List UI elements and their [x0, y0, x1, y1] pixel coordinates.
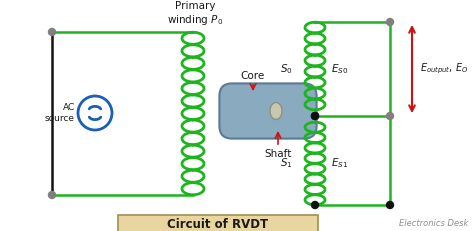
FancyBboxPatch shape — [118, 215, 318, 231]
Text: AC
source: AC source — [45, 103, 75, 123]
Text: $S_1$: $S_1$ — [281, 157, 293, 170]
Text: $E_{S0}$: $E_{S0}$ — [331, 62, 348, 76]
Ellipse shape — [270, 103, 282, 119]
Circle shape — [386, 112, 393, 119]
Text: $E_{output}$, $E_O$: $E_{output}$, $E_O$ — [420, 62, 468, 76]
Text: Shaft: Shaft — [264, 149, 292, 159]
Circle shape — [311, 112, 319, 119]
Circle shape — [48, 28, 55, 36]
Circle shape — [311, 201, 319, 209]
Text: Electronics Desk: Electronics Desk — [399, 219, 468, 228]
Circle shape — [311, 112, 319, 119]
Text: Core: Core — [241, 71, 265, 81]
Text: Circuit of RVDT: Circuit of RVDT — [167, 218, 269, 231]
Circle shape — [386, 201, 393, 209]
Circle shape — [48, 191, 55, 198]
Text: $S_0$: $S_0$ — [280, 62, 293, 76]
Text: Primary
winding $P_0$: Primary winding $P_0$ — [167, 1, 223, 27]
Circle shape — [386, 18, 393, 25]
Text: $E_{S1}$: $E_{S1}$ — [331, 157, 348, 170]
Circle shape — [78, 96, 112, 130]
FancyBboxPatch shape — [219, 83, 317, 139]
